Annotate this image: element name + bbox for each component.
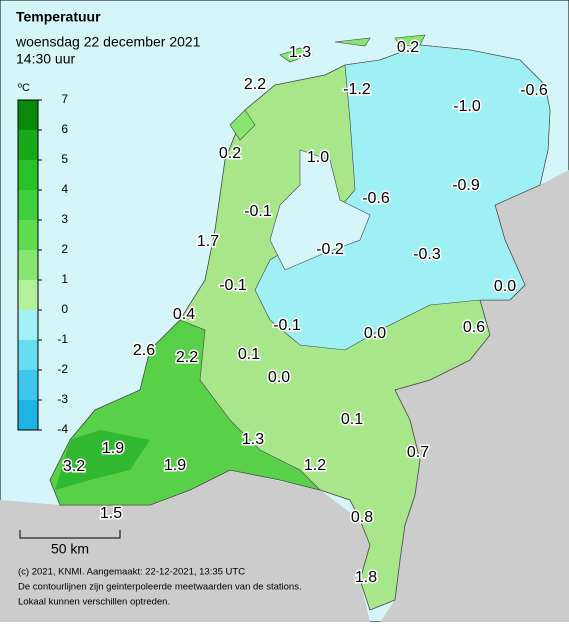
belgium (0, 470, 370, 622)
station-labels: 1.3 0.2 2.2 -1.2 -1.0 -0.6 0.2 1.0 -0.1 … (61, 38, 549, 588)
station-value: -0.2 (316, 241, 344, 258)
legend-swatch (18, 370, 38, 400)
station-value: 2.2 (244, 76, 266, 93)
station-value: 1.3 (289, 44, 311, 61)
station-value: 0.2 (397, 39, 419, 56)
legend-tick-label: 6 (61, 122, 68, 136)
station-value: -1.0 (453, 98, 481, 115)
station-value: 0.2 (219, 145, 241, 162)
station-value: -0.6 (362, 190, 390, 207)
legend-tick-label: 0 (61, 302, 68, 316)
legend-swatch (18, 250, 38, 280)
title: Temperatuur (16, 9, 101, 25)
time: 14:30 uur (16, 51, 75, 67)
legend-tick-label: 1 (61, 272, 68, 286)
station-value: 0.1 (238, 346, 260, 363)
legend-tick-label: -2 (57, 362, 68, 376)
below-zero-area (254, 44, 551, 351)
legend: 7 6 5 4 3 2 1 0 -1 -2 -3 -4 (17, 92, 68, 436)
legend-swatch (18, 100, 38, 130)
warmest-area (55, 430, 150, 490)
station-value: 0.6 (463, 319, 485, 336)
station-value: 1.9 (164, 457, 186, 474)
legend-swatch (18, 130, 38, 160)
legend-tick-label: 3 (61, 212, 68, 226)
legend-tick-label: 4 (61, 182, 68, 196)
station-value: 0.4 (173, 306, 195, 323)
legend-swatch (18, 190, 38, 220)
station-value: -0.1 (219, 277, 247, 294)
legend-tick-label: 2 (61, 242, 68, 256)
station-value: 1.5 (100, 505, 122, 522)
station-value: 2.2 (176, 349, 198, 366)
footer-line: Lokaal kunnen verschillen optreden. (18, 597, 170, 608)
station-value: 0.0 (364, 325, 386, 342)
station-value: 1.0 (307, 149, 329, 166)
footer-line: (c) 2021, KNMI. Aangemaakt: 22-12-2021, … (18, 567, 245, 578)
station-value: 0.0 (494, 278, 516, 295)
station-value: -0.9 (452, 177, 480, 194)
legend-tick-label: 7 (61, 92, 68, 106)
station-value: -0.1 (244, 203, 272, 220)
station-value: 0.7 (407, 444, 429, 461)
station-value: 3.2 (63, 458, 85, 475)
station-value: 0.0 (268, 369, 290, 386)
legend-tick-label: -3 (57, 392, 68, 406)
legend-swatch (18, 220, 38, 250)
station-value: 1.2 (304, 457, 326, 474)
legend-swatch (18, 160, 38, 190)
station-value: -0.1 (273, 317, 301, 334)
islands (229, 34, 426, 141)
station-value: 0.1 (341, 411, 363, 428)
legend-swatch (18, 400, 38, 430)
legend-swatch (18, 310, 38, 340)
station-value: 1.3 (242, 431, 264, 448)
legend-tick-label: 5 (61, 152, 68, 166)
station-value: -1.2 (343, 81, 371, 98)
station-value: 0.8 (351, 509, 373, 526)
station-value: 1.9 (102, 440, 124, 457)
station-value: -0.3 (413, 246, 441, 263)
footer-line: De contourlijnen zijn geinterpoleerde me… (18, 582, 302, 593)
station-value: 1.8 (355, 569, 377, 586)
date: woensdag 22 december 2021 (15, 34, 201, 50)
legend-unit: ºC (18, 82, 30, 94)
legend-swatch (18, 340, 38, 370)
legend-frame (17, 99, 39, 431)
station-value: 1.7 (197, 233, 219, 250)
legend-tick-label: -4 (57, 422, 68, 436)
germany (380, 170, 569, 622)
ijsselmeer (269, 149, 371, 271)
scale-label: 50 km (51, 541, 89, 557)
station-value: 2.6 (133, 342, 155, 359)
scale-bar (19, 530, 121, 539)
legend-tick-label: -1 (57, 332, 68, 346)
station-value: -0.6 (520, 82, 548, 99)
legend-swatch (18, 280, 38, 310)
